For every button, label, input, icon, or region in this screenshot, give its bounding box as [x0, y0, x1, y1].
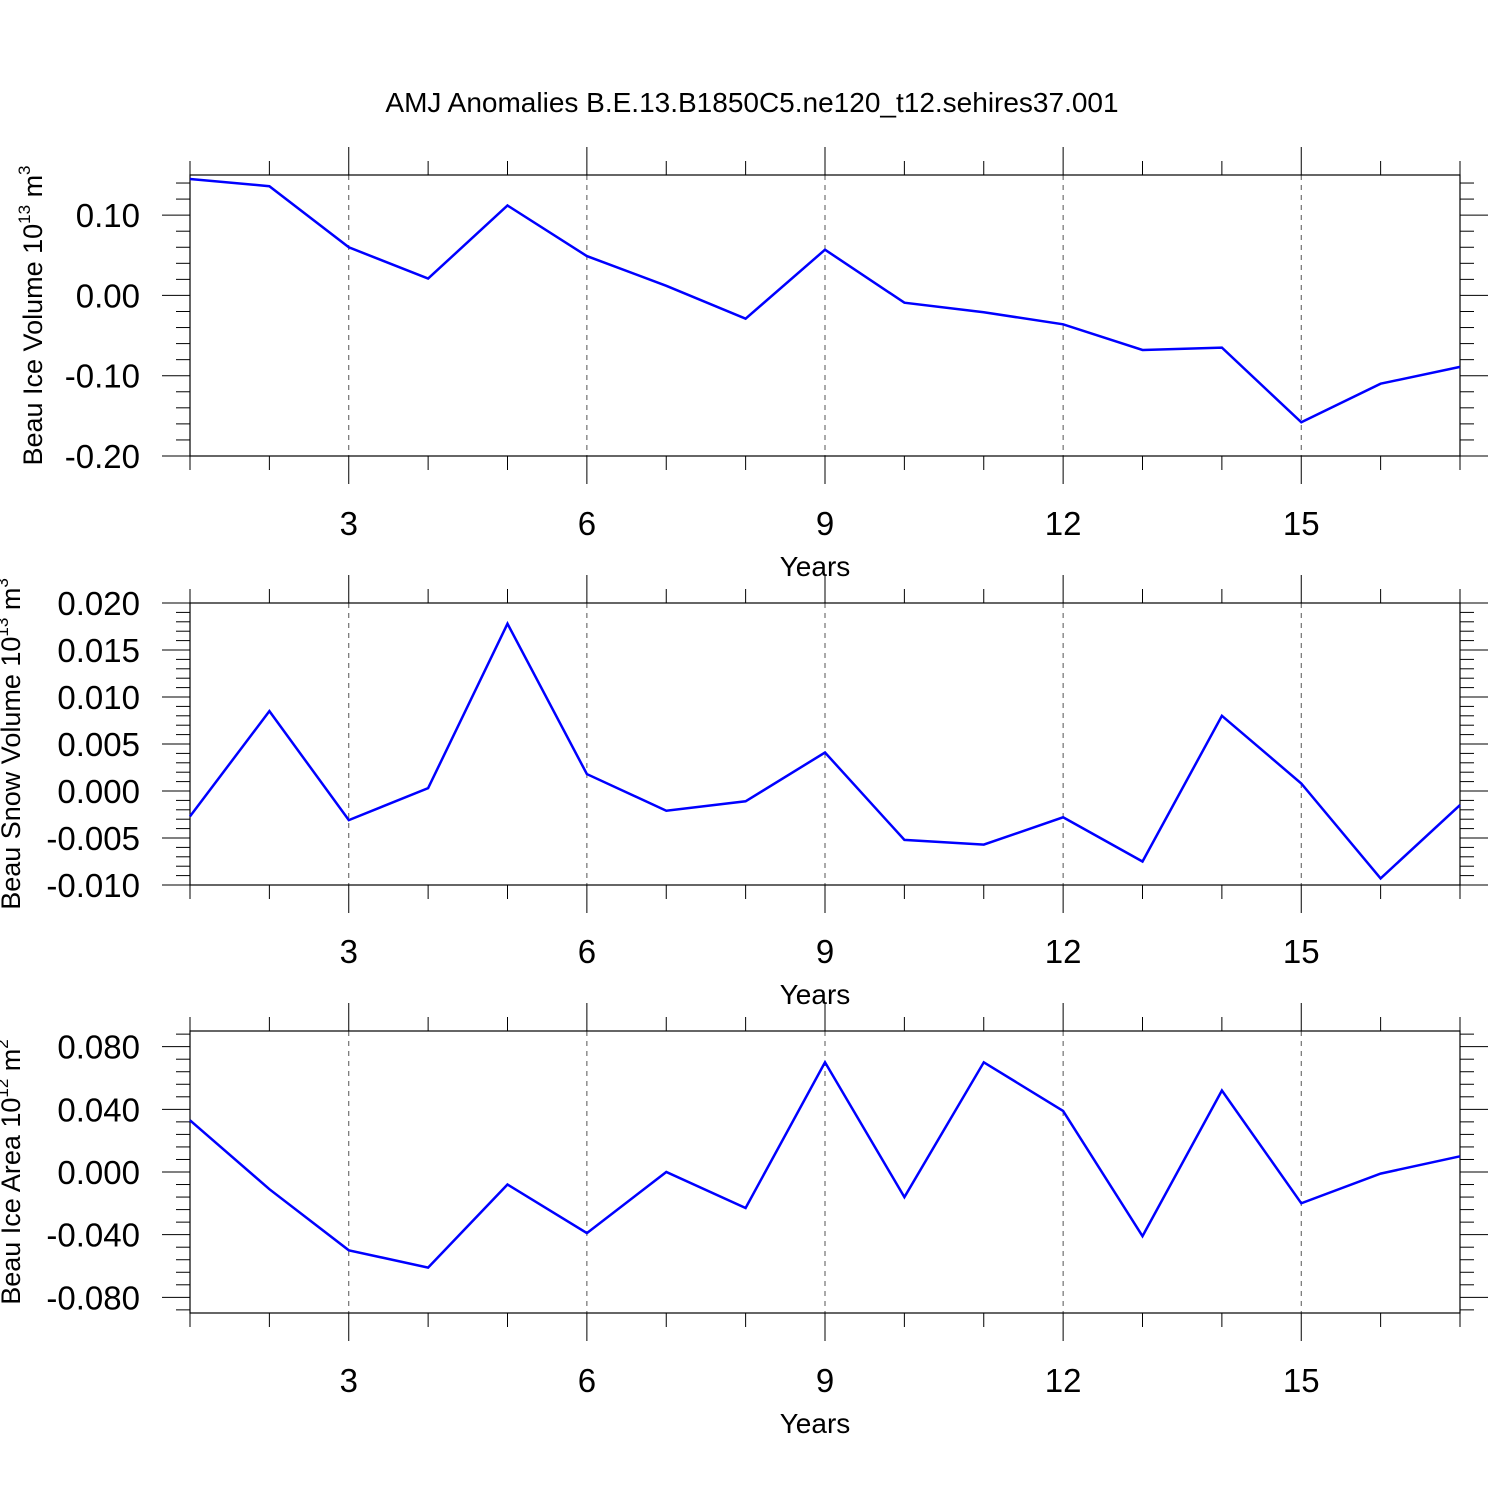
- x-tick-label: 3: [340, 1362, 358, 1399]
- y-tick-label: 0.015: [57, 632, 140, 669]
- y-tick-label: 0.000: [57, 1154, 140, 1191]
- panel-3: 3 6 9 12 15 -0.080 -0.040 0.000 0.040 0.080 Years B…: [0, 1003, 1488, 1439]
- x-tick-label: 12: [1045, 933, 1082, 970]
- y-tick-label: 0.010: [57, 679, 140, 716]
- y-axis-label: Beau Ice Volume 1013 m3: [15, 165, 48, 465]
- series-line: [189, 1059, 1461, 1269]
- y-tick-label: 0.080: [57, 1029, 140, 1066]
- series-line: [189, 620, 1461, 881]
- x-axis-label: Years: [780, 551, 851, 582]
- y-tick-label: -0.005: [46, 820, 140, 857]
- x-tick-label: 12: [1045, 505, 1082, 542]
- x-tick-label: 15: [1283, 933, 1320, 970]
- series-line: [189, 177, 1461, 424]
- x-tick-label: 15: [1283, 1362, 1320, 1399]
- x-tick-label: 6: [578, 505, 596, 542]
- x-tick-label: 3: [340, 505, 358, 542]
- x-tick-label: 9: [816, 933, 834, 970]
- x-tick-label: 9: [816, 505, 834, 542]
- y-tick-label: 0.000: [57, 773, 140, 810]
- y-axis-label: Beau Snow Volume 1013 m3: [0, 578, 26, 910]
- x-tick-label: 9: [816, 1362, 834, 1399]
- y-tick-label: 0.00: [76, 277, 140, 314]
- x-tick-label: 12: [1045, 1362, 1082, 1399]
- y-tick-label: 0.005: [57, 726, 140, 763]
- x-tick-label: 3: [340, 933, 358, 970]
- y-tick-label: -0.080: [46, 1279, 140, 1316]
- x-tick-label: 6: [578, 1362, 596, 1399]
- x-axis-label: Years: [780, 979, 851, 1010]
- y-tick-label: 0.10: [76, 197, 140, 234]
- panel-2: 3 6 9 12 15 -0.010 -0.005 0.000 0.005 0.010 0.015 0…: [0, 575, 1488, 1010]
- panel-1: 3 6 9 12 15 -0.20 -0.10 0.00 0.10 Years Beau Ice V…: [15, 147, 1488, 582]
- chart-title: AMJ Anomalies B.E.13.B1850C5.ne120_t12.s…: [385, 87, 1118, 118]
- y-tick-label: 0.020: [57, 585, 140, 622]
- y-tick-label: -0.010: [46, 867, 140, 904]
- y-tick-label: 0.040: [57, 1091, 140, 1128]
- y-axis-label: Beau Ice Area 1012 m2: [0, 1039, 26, 1305]
- y-tick-label: -0.20: [65, 438, 140, 475]
- y-tick-label: -0.040: [46, 1217, 140, 1254]
- x-tick-label: 15: [1283, 505, 1320, 542]
- x-tick-label: 6: [578, 933, 596, 970]
- x-axis-label: Years: [780, 1408, 851, 1439]
- y-tick-label: -0.10: [65, 358, 140, 395]
